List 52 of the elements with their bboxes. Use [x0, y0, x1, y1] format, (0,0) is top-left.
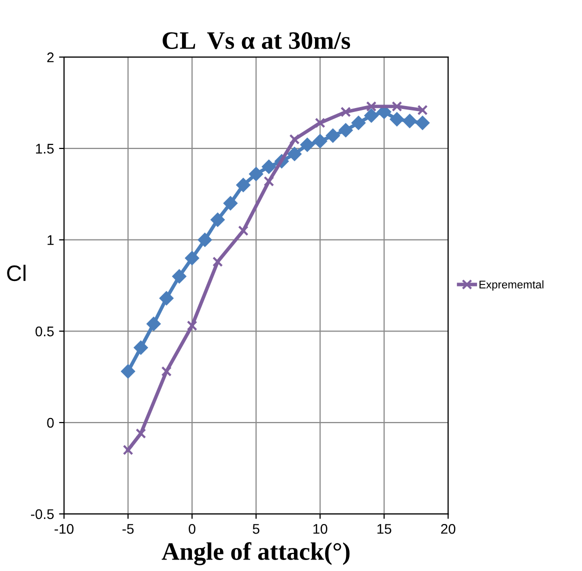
- point: [417, 104, 428, 116]
- point: [416, 116, 430, 130]
- point: [134, 340, 148, 355]
- point: [236, 178, 250, 192]
- point: [198, 232, 212, 247]
- point: [262, 160, 276, 174]
- point: [160, 291, 174, 306]
- y-tick-label: 0: [47, 418, 54, 428]
- point: [186, 320, 198, 331]
- point: [212, 256, 223, 267]
- x-axis-title: Angle of attack(°): [162, 542, 350, 566]
- x-tick-label: 15: [377, 524, 392, 534]
- legend-label: Exprememtal: [480, 280, 544, 291]
- chart-title: CL Vs α at 30m/s: [162, 32, 350, 50]
- point: [161, 366, 172, 377]
- y-tick-label: 0.5: [36, 326, 54, 336]
- point: [338, 123, 353, 138]
- point: [136, 428, 146, 439]
- point: [289, 134, 300, 145]
- x-tick-label: -10: [54, 524, 74, 534]
- x-tick-label: 10: [313, 524, 328, 534]
- point: [366, 101, 377, 112]
- point: [364, 108, 378, 123]
- y-tick-label: 1: [48, 235, 54, 245]
- point: [300, 138, 314, 152]
- y-axis-title: Cl: [7, 264, 26, 282]
- point: [313, 134, 328, 148]
- point: [352, 116, 366, 130]
- point: [340, 106, 351, 118]
- y-tick-label: 1.5: [36, 144, 54, 154]
- y-tick-label: 2: [47, 52, 54, 62]
- point: [402, 114, 417, 128]
- point: [314, 118, 326, 128]
- x-tick-label: 5: [252, 524, 260, 534]
- x-tick-label: 20: [441, 524, 456, 534]
- point: [185, 251, 199, 266]
- point: [122, 444, 134, 456]
- point: [172, 269, 186, 284]
- x-tick-label: 0: [188, 524, 196, 534]
- point: [326, 128, 340, 143]
- point: [264, 176, 274, 187]
- y-tick-label: -0.5: [30, 509, 54, 520]
- point: [210, 212, 225, 227]
- point: [288, 147, 302, 161]
- point: [238, 225, 248, 236]
- x-tick-label: -5: [122, 524, 134, 534]
- point: [392, 101, 402, 112]
- point: [146, 316, 161, 331]
- point: [390, 112, 404, 126]
- point: [121, 364, 135, 378]
- point: [224, 196, 238, 210]
- point: [249, 167, 264, 181]
